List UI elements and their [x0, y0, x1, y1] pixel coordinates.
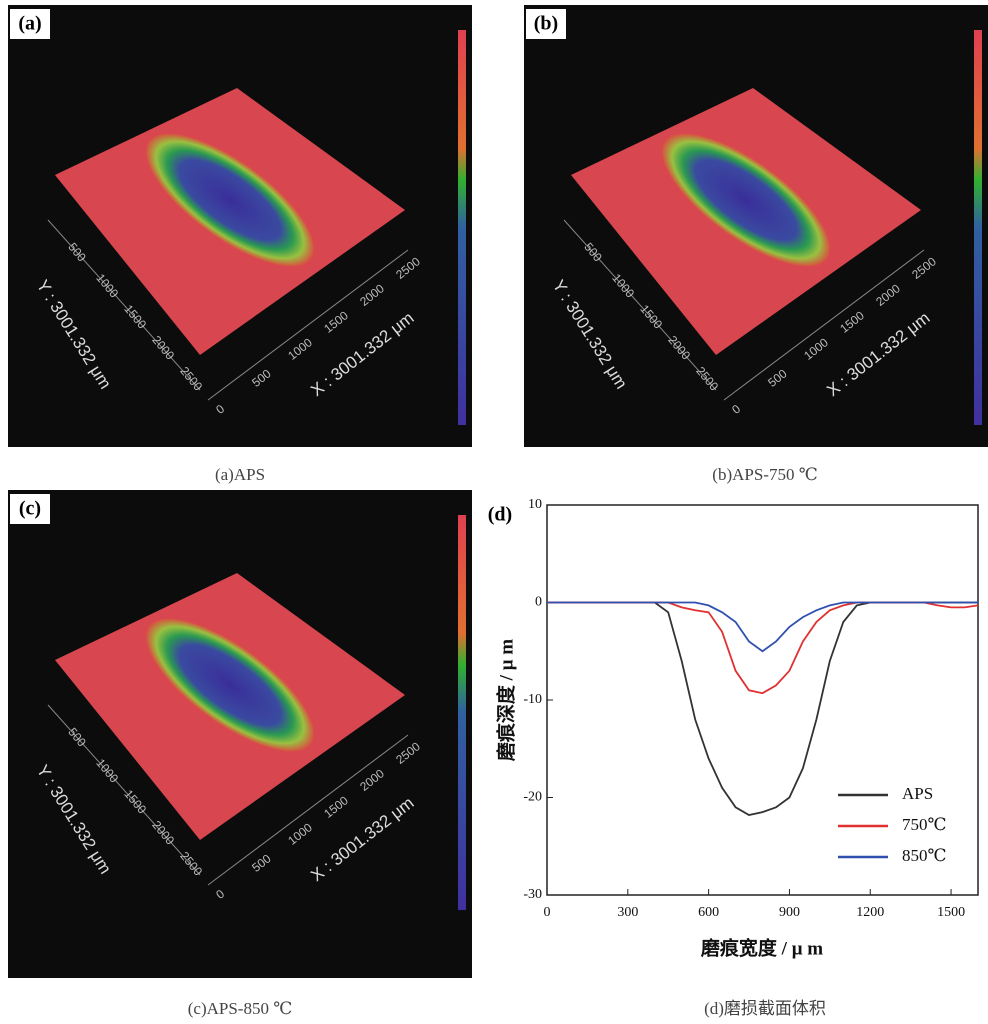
x-axis-label: 磨痕宽度 / μ m: [700, 936, 823, 959]
axis-edge: [563, 219, 717, 391]
y-tick-label: -20: [523, 790, 542, 805]
panel-label: (c): [19, 498, 41, 520]
caption: (a)APS: [215, 465, 265, 484]
plot-frame: [546, 504, 979, 896]
color-bar: [974, 30, 982, 425]
panel-label-box: [10, 9, 50, 39]
axis-edge: [47, 704, 201, 876]
legend-label: 850℃: [902, 846, 947, 865]
profile-panel: 500100015002000250005001000150020002500Y…: [8, 490, 472, 978]
y-tick-label: 0: [535, 595, 542, 610]
y-axis-label: 磨痕深度 / μ m: [494, 639, 517, 762]
profile-panel: 500100015002000250005001000150020002500Y…: [524, 5, 988, 447]
panel-label: (b): [534, 13, 558, 35]
axis-edge: [207, 734, 409, 886]
wear-track: [146, 618, 314, 752]
caption: (d)磨损截面体积: [704, 999, 826, 1018]
wear-track: [146, 133, 314, 267]
axis-edge: [47, 219, 201, 391]
x-tick-label: 900: [779, 905, 800, 920]
profile-panel: 500100015002000250005001000150020002500Y…: [8, 5, 472, 447]
caption: (c)APS-850 ℃: [188, 999, 292, 1018]
y-tick-label: -30: [523, 887, 542, 902]
x-tick-label: 1200: [856, 905, 884, 920]
panel-label: (d): [488, 504, 512, 526]
data-line: [547, 601, 978, 653]
y-tick-label: 10: [528, 497, 542, 512]
wear-track: [662, 133, 830, 267]
caption: (b)APS-750 ℃: [712, 465, 817, 484]
legend-label: 750℃: [902, 815, 947, 834]
panel-label: (a): [18, 13, 41, 35]
y-tick-label: -10: [523, 692, 542, 707]
panel-label-box: [10, 494, 50, 524]
x-tick-label: 300: [617, 905, 638, 920]
data-line: [547, 601, 979, 695]
color-bar: [458, 30, 466, 425]
axis-edge: [723, 249, 925, 401]
axis-edge: [207, 249, 409, 401]
x-tick-label: 1500: [937, 905, 965, 920]
x-tick-label: 600: [698, 905, 719, 920]
panel-label-box: [526, 9, 566, 39]
color-bar: [458, 515, 466, 910]
legend-label: APS: [902, 784, 933, 803]
x-tick-label: 0: [544, 905, 551, 920]
